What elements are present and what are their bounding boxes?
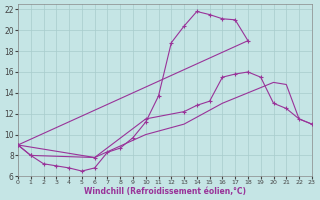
X-axis label: Windchill (Refroidissement éolien,°C): Windchill (Refroidissement éolien,°C) (84, 187, 246, 196)
